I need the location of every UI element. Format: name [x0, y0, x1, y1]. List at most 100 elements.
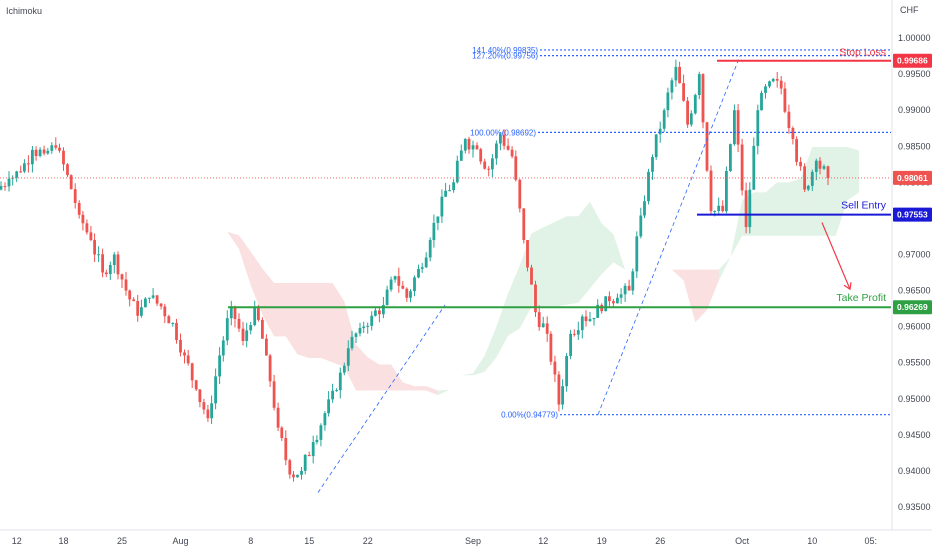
candle [499, 134, 502, 144]
candle [775, 78, 779, 81]
cloud-segment [133, 163, 146, 182]
candle [190, 363, 194, 381]
candle [436, 216, 440, 223]
candle [495, 143, 498, 159]
candle [510, 149, 514, 157]
candle [666, 92, 670, 111]
candle [241, 328, 245, 342]
candle [210, 403, 213, 419]
candle [159, 303, 163, 307]
candle [66, 164, 69, 176]
cloud-segment [578, 201, 590, 303]
candle [97, 254, 100, 256]
cloud-segment [367, 357, 380, 391]
candle [15, 171, 19, 178]
time-tick-label: 18 [58, 536, 68, 546]
time-tick-label: 19 [597, 536, 607, 546]
candle [424, 257, 428, 268]
cloud-segment [344, 301, 356, 391]
candle [592, 317, 596, 320]
fib-level-label: 100.00%(0.98692) [470, 128, 536, 137]
candle [639, 215, 643, 237]
candle [475, 145, 479, 150]
candle [280, 427, 284, 438]
cloud-segment [309, 282, 321, 358]
currency-label: CHF [900, 5, 919, 15]
cloud-segment [531, 227, 544, 307]
price-tick-label: 0.97000 [898, 249, 931, 259]
candle [631, 271, 635, 291]
candle [327, 399, 330, 414]
candle [768, 81, 771, 87]
cloud-segment [379, 364, 392, 391]
trend-line [597, 55, 741, 415]
candle [491, 158, 494, 170]
cloud-segment [543, 222, 555, 307]
cloud-segment [824, 146, 836, 236]
cloud-segment [110, 163, 122, 165]
cloud-segment [332, 282, 345, 368]
cloud-segment [356, 344, 368, 391]
stop-loss-price-tag: 0.99686 [897, 56, 928, 66]
cloud-segment [707, 269, 719, 311]
trend-line [317, 304, 446, 493]
candle [89, 232, 93, 241]
cloud-segment [250, 251, 263, 315]
candle [101, 254, 104, 273]
down-arrow-head [843, 282, 852, 291]
candle [7, 178, 11, 187]
stop-loss-label: Stop Loss [839, 47, 886, 59]
candle [183, 352, 186, 356]
candle [705, 122, 709, 171]
candle [265, 338, 268, 356]
candle [3, 186, 7, 188]
candle [619, 294, 623, 298]
candle [144, 298, 147, 308]
cloud-segment [180, 210, 193, 220]
cloud-segment [601, 223, 614, 274]
overlays: 127.20%(0.99756)141.40%(0.99835) 100.00%(… [0, 46, 891, 493]
candle [225, 318, 229, 341]
candles [0, 59, 830, 482]
price-tick-label: 0.94000 [898, 466, 931, 476]
candle [557, 374, 561, 405]
time-tick-label: 26 [655, 536, 665, 546]
candle [783, 88, 787, 112]
candle [580, 316, 584, 331]
candle [530, 267, 533, 285]
candle [73, 189, 77, 203]
candle [405, 288, 409, 298]
candle [151, 295, 155, 298]
cloud-segment [449, 375, 462, 390]
candle [42, 149, 46, 154]
time-tick-label: 10 [807, 536, 817, 546]
candle [34, 149, 38, 156]
cloud-segment [414, 386, 427, 391]
cloud-segment [484, 326, 497, 372]
candle [389, 279, 393, 290]
cloud-segment [145, 181, 158, 194]
candle [526, 240, 529, 268]
candle [740, 144, 744, 191]
candle [31, 149, 34, 165]
sell-entry-price-tag: 0.97553 [897, 210, 928, 220]
cloud-segment [554, 216, 567, 307]
candle [627, 285, 631, 291]
cloud-segment [496, 293, 509, 358]
cloud-segment [437, 389, 450, 396]
time-tick-label: Sep [465, 536, 481, 546]
candle [179, 340, 182, 353]
candle [814, 160, 818, 172]
cloud-segment [391, 364, 403, 391]
candle [502, 134, 506, 146]
candle [549, 333, 553, 362]
cloud-segment [695, 269, 707, 323]
candle [612, 301, 615, 304]
candle [284, 437, 288, 461]
candle [108, 264, 112, 275]
candle [303, 454, 307, 471]
candle [413, 277, 416, 292]
candle [662, 110, 666, 129]
